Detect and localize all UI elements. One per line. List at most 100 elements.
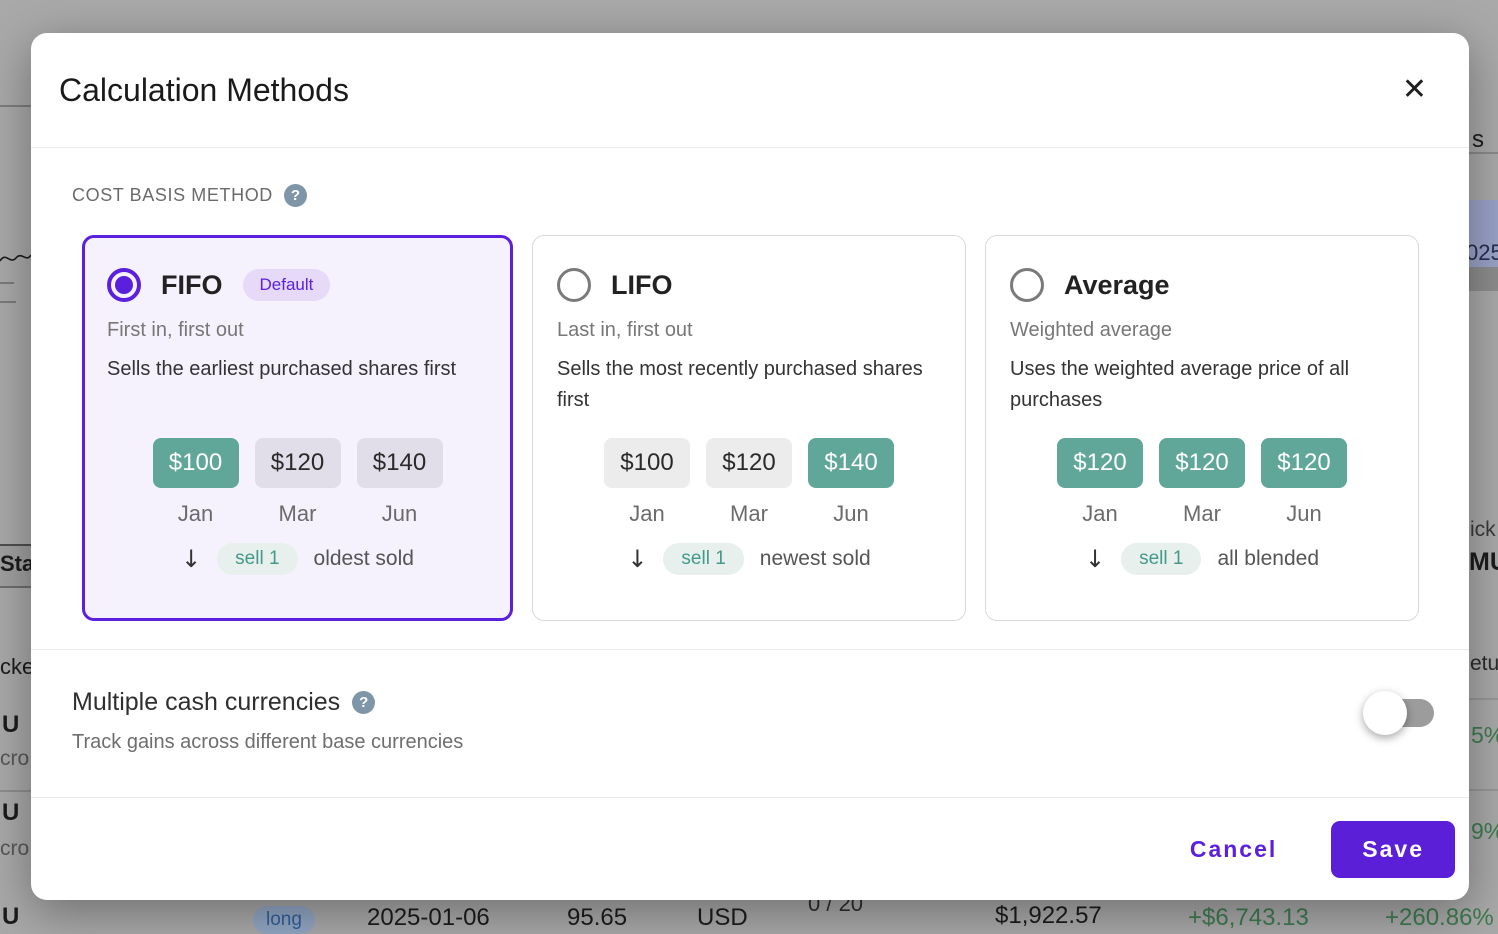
bg-divider	[0, 790, 31, 792]
bg-row-value: $1,922.57	[995, 902, 1102, 929]
chip-column: $120 Jan	[1057, 438, 1143, 527]
price-chip: $140	[356, 438, 443, 488]
bg-divider	[1469, 152, 1498, 154]
card-head: Average	[1010, 268, 1394, 302]
bg-divider	[0, 544, 31, 546]
method-description: Sells the most recently purchased shares…	[557, 358, 923, 411]
method-subtitle: Weighted average	[1010, 319, 1172, 341]
bg-return-pct-fragment: 5%	[1471, 722, 1498, 748]
bg-divider	[0, 301, 16, 303]
bg-symbol: U	[2, 799, 20, 826]
chip-column: $100 Jan	[604, 438, 690, 527]
cost-basis-label: COST BASIS METHOD	[72, 185, 273, 205]
sell-row: ↓ sell 1 all blended	[1010, 543, 1394, 575]
chip-column: $120 Jun	[1261, 438, 1347, 527]
price-chip: $120	[706, 438, 792, 488]
price-chip: $100	[152, 438, 239, 488]
chip-month: Jan	[1082, 501, 1118, 526]
arrow-down-icon: ↓	[1084, 545, 1106, 573]
chip-column: $140 Jun	[356, 438, 443, 527]
bg-row-price: 95.65	[567, 904, 628, 931]
bg-return-pct-fragment: 9%	[1471, 818, 1498, 844]
price-chip: $120	[1261, 438, 1347, 488]
close-icon[interactable]: ✕	[1401, 72, 1427, 107]
bg-divider	[0, 586, 31, 588]
method-description: Sells the earliest purchased shares firs…	[107, 358, 457, 380]
multi-currency-text: Multiple cash currencies ? Track gains a…	[72, 688, 463, 754]
price-chip: $100	[604, 438, 690, 488]
calculation-methods-modal: Calculation Methods ✕ COST BASIS METHOD …	[31, 33, 1469, 900]
bg-row-date: 2025-01-06	[367, 904, 490, 931]
multi-currency-section: Multiple cash currencies ? Track gains a…	[31, 650, 1469, 754]
chip-month: Jun	[833, 501, 869, 526]
chip-column: $120 Mar	[1159, 438, 1245, 527]
radio-average[interactable]	[1010, 268, 1044, 302]
sell-badge: sell 1	[217, 543, 298, 575]
bg-table-header-band	[0, 545, 31, 586]
sell-row: ↓ sell 1 newest sold	[557, 543, 941, 575]
bg-divider	[1469, 698, 1498, 700]
method-subtitle: First in, first out	[107, 319, 244, 341]
help-icon[interactable]: ?	[283, 184, 307, 207]
default-badge: Default	[242, 269, 331, 301]
bg-return-header-fragment: etu	[1470, 652, 1498, 675]
chip-column: $100 Jan	[152, 438, 239, 527]
bg-symbol-fragment: MU	[1469, 548, 1498, 576]
method-subtitle: Last in, first out	[557, 319, 693, 341]
bg-divider	[0, 105, 31, 107]
multi-currency-toggle[interactable]	[1363, 691, 1434, 735]
chip-column: $120 Mar	[706, 438, 792, 527]
method-name: LIFO	[611, 269, 673, 300]
price-chip: $120	[1057, 438, 1143, 488]
chip-month: Jan	[629, 501, 665, 526]
radio-lifo[interactable]	[557, 268, 591, 302]
price-chips: $120 Jan $120 Mar $120 Jun	[1010, 438, 1394, 527]
method-cards: FIFO Default First in, first out Sells t…	[82, 235, 1419, 621]
modal-body: COST BASIS METHOD ? FIFO Default First i…	[31, 148, 1469, 797]
modal-footer: Cancel Save	[31, 797, 1469, 900]
help-icon[interactable]: ?	[352, 691, 376, 714]
section-divider	[31, 649, 1469, 650]
sell-note: all blended	[1217, 547, 1320, 570]
save-button[interactable]: Save	[1331, 820, 1455, 878]
bg-sparkline-icon	[0, 254, 31, 262]
method-card-lifo[interactable]: LIFO Last in, first out Sells the most r…	[532, 235, 966, 621]
chip-month: Mar	[1183, 501, 1221, 526]
sell-note: newest sold	[759, 547, 871, 570]
method-description: Uses the weighted average price of all p…	[1010, 358, 1350, 411]
bg-column-header-fragment: Sta	[0, 551, 35, 576]
price-chip: $140	[808, 438, 894, 488]
radio-fifo[interactable]	[107, 268, 141, 302]
chip-month: Jan	[177, 501, 214, 526]
bg-divider	[0, 282, 14, 284]
bg-long-badge: long	[253, 906, 315, 934]
bg-selected-date-chip	[1469, 200, 1498, 267]
cancel-button[interactable]: Cancel	[1164, 826, 1303, 873]
toggle-knob	[1363, 691, 1407, 735]
bg-row-symbol: U	[2, 903, 20, 930]
card-head: FIFO Default	[107, 268, 488, 302]
method-name: Average	[1064, 269, 1170, 300]
sell-note: oldest sold	[313, 547, 414, 570]
method-card-average[interactable]: Average Weighted average Uses the weight…	[985, 235, 1419, 621]
chip-month: Mar	[278, 501, 317, 526]
modal-header: Calculation Methods ✕	[31, 33, 1469, 148]
chip-month: Jun	[381, 501, 418, 526]
price-chip: $120	[254, 438, 341, 488]
bg-date-fragment: 025	[1466, 240, 1498, 265]
arrow-down-icon: ↓	[181, 545, 202, 573]
sell-row: ↓ sell 1 oldest sold	[107, 543, 488, 575]
multi-currency-title-row: Multiple cash currencies ?	[72, 688, 463, 717]
bg-divider	[1469, 789, 1498, 791]
bg-row-gain: +$6,743.13	[1188, 904, 1309, 931]
sell-badge: sell 1	[663, 543, 744, 575]
bg-text-fragment: s	[1472, 126, 1484, 153]
price-chips: $100 Jan $120 Mar $140 Jun	[557, 438, 941, 527]
bg-ticker-fragment: cke	[0, 654, 35, 679]
price-chip: $120	[1159, 438, 1245, 488]
cost-basis-section-header: COST BASIS METHOD ?	[72, 184, 1469, 207]
bg-name-fragment: cro	[0, 837, 30, 860]
method-card-fifo[interactable]: FIFO Default First in, first out Sells t…	[82, 235, 513, 621]
modal-title: Calculation Methods	[59, 71, 349, 108]
chip-month: Mar	[730, 501, 768, 526]
